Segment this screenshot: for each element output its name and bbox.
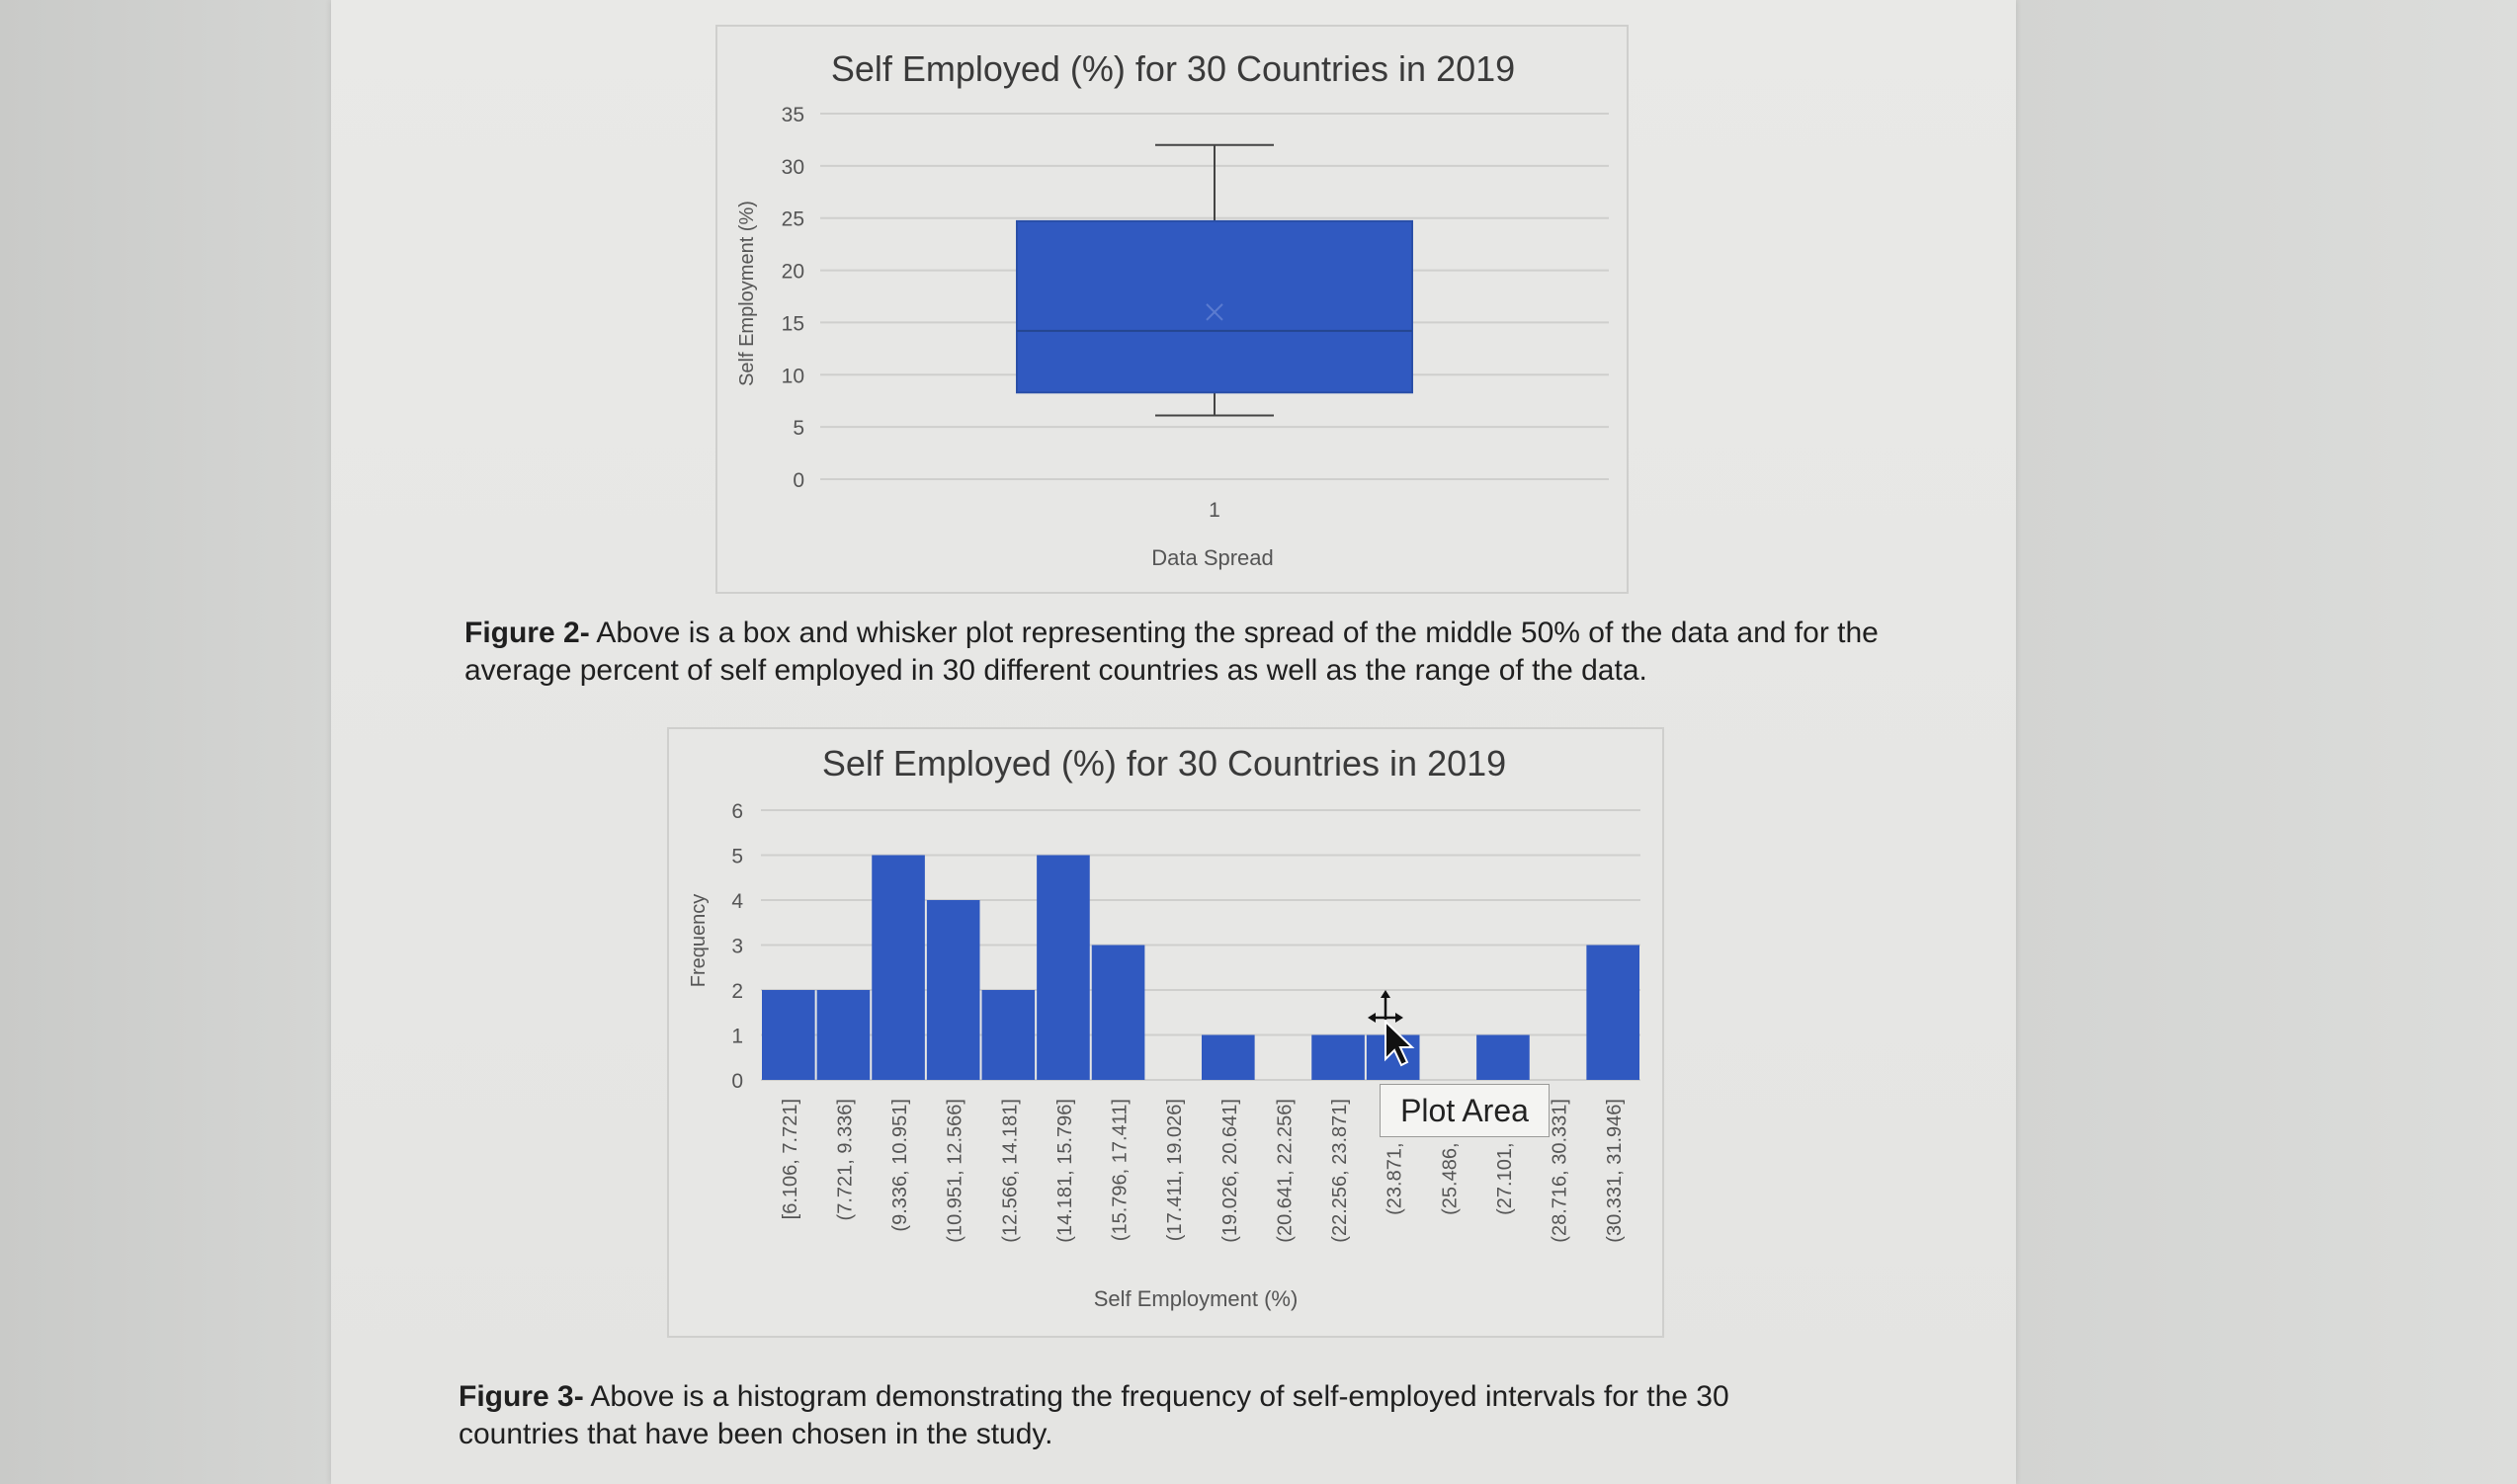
boxplot-y-tick-label: 30: [782, 156, 804, 179]
histogram-y-axis-label: Frequency: [688, 894, 710, 988]
histogram-y-tick-label: 0: [731, 1070, 743, 1093]
histogram-bar[interactable]: [1311, 1034, 1365, 1081]
histogram-x-tick-label: [6.106, 7.721]: [780, 1099, 801, 1219]
figure3-caption: Figure 3- Above is a histogram demonstra…: [459, 1378, 1842, 1453]
boxplot-y-tick-label: 35: [782, 104, 804, 126]
histogram-bar[interactable]: [872, 855, 925, 1081]
histogram-bar[interactable]: [816, 990, 871, 1080]
histogram-bar[interactable]: [1586, 945, 1639, 1081]
histogram-bar[interactable]: [1202, 1034, 1255, 1081]
plot-area-tooltip: Plot Area: [1380, 1084, 1550, 1137]
boxplot-title: Self Employed (%) for 30 Countries in 20…: [831, 48, 1515, 89]
histogram-x-tick-label: (9.336, 10.951]: [889, 1099, 911, 1232]
figure3-caption-text: Above is a histogram demonstrating the f…: [459, 1380, 1729, 1450]
histogram-x-axis-label: Self Employment (%): [1094, 1286, 1299, 1311]
boxplot-y-tick-label: 10: [782, 365, 804, 387]
histogram-title: Self Employed (%) for 30 Countries in 20…: [822, 743, 1506, 783]
histogram-x-tick-label: (20.641, 22.256]: [1274, 1099, 1296, 1243]
histogram-x-tick-label: (7.721, 9.336]: [834, 1099, 856, 1220]
histogram-x-tick-label: (14.181, 15.796]: [1054, 1099, 1076, 1243]
histogram-bar[interactable]: [762, 990, 815, 1080]
histogram-bar[interactable]: [1091, 945, 1145, 1081]
desk-background-left: [0, 0, 331, 1484]
boxplot-x-tick-label: 1: [1209, 499, 1220, 522]
boxplot-y-axis-label: Self Employment (%): [736, 201, 758, 386]
figure2-caption-text: Above is a box and whisker plot represen…: [464, 617, 1879, 687]
histogram-bar[interactable]: [926, 900, 980, 1080]
move-cursor-icon: [1368, 990, 1415, 1067]
figure2-caption: Figure 2- Above is a box and whisker plo…: [464, 615, 1888, 690]
boxplot-y-tick-label: 5: [793, 417, 804, 440]
histogram-y-tick-label: 2: [731, 980, 743, 1003]
histogram-bar[interactable]: [1037, 855, 1090, 1081]
histogram-y-tick-label: 1: [731, 1026, 743, 1048]
boxplot-y-tick-label: 0: [793, 469, 804, 492]
desk-background-right: [2016, 0, 2517, 1484]
histogram-x-tick-label: (28.716, 30.331]: [1550, 1099, 1571, 1243]
boxplot-y-tick-label: 25: [782, 208, 804, 231]
histogram-y-tick-label: 4: [731, 890, 743, 913]
histogram-bar[interactable]: [1476, 1034, 1530, 1081]
boxplot-y-tick-label: 15: [782, 312, 804, 335]
histogram-x-tick-label: (12.566, 14.181]: [999, 1099, 1021, 1243]
histogram-y-tick-label: 6: [731, 800, 743, 823]
boxplot-y-tick-label: 20: [782, 261, 804, 284]
histogram-y-tick-label: 3: [731, 936, 743, 958]
boxplot-mean-marker: [1206, 303, 1223, 321]
histogram-y-tick-label: 5: [731, 846, 743, 868]
histogram-bar[interactable]: [981, 990, 1036, 1080]
histogram-x-tick-label: (22.256, 23.871]: [1329, 1099, 1351, 1243]
histogram-x-tick-label: (15.796, 17.411]: [1110, 1099, 1132, 1241]
figure3-caption-label: Figure 3-: [459, 1380, 584, 1413]
boxplot-chart-frame[interactable]: [715, 25, 1629, 594]
histogram-x-tick-label: (10.951, 12.566]: [945, 1099, 966, 1243]
boxplot-box[interactable]: [1016, 219, 1413, 394]
histogram-x-tick-label: (19.026, 20.641]: [1219, 1099, 1241, 1243]
histogram-x-tick-label: (17.411, 19.026]: [1164, 1099, 1186, 1241]
figure2-caption-label: Figure 2-: [464, 617, 590, 649]
boxplot-x-axis-label: Data Spread: [1151, 545, 1274, 570]
histogram-x-tick-label: (30.331, 31.946]: [1604, 1099, 1626, 1243]
